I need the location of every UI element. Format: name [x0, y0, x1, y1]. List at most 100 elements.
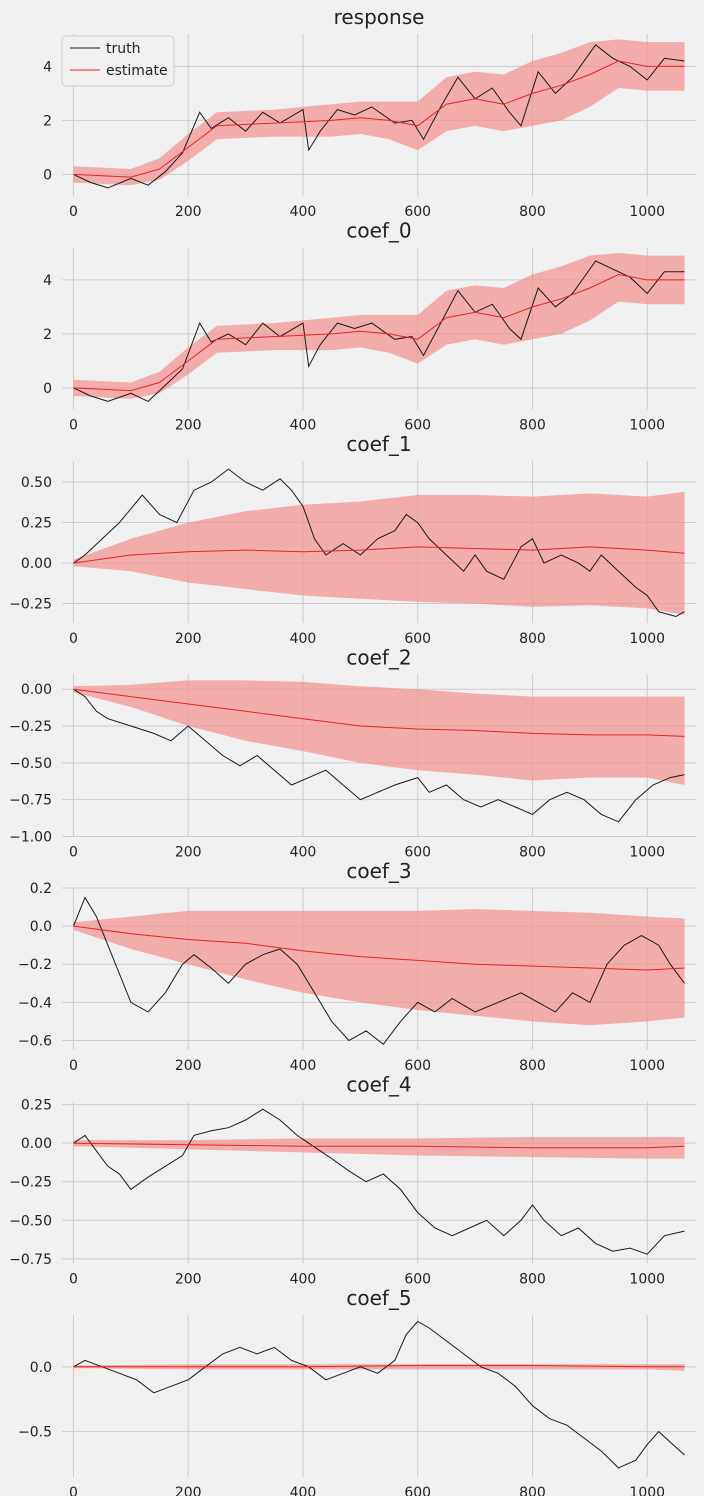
truth-line: [73, 1108, 685, 1255]
confidence-band: [73, 491, 685, 615]
x-tick-label: 200: [175, 1485, 202, 1496]
x-tick-label: 800: [519, 631, 546, 647]
x-tick-label: 800: [519, 845, 546, 861]
y-tick-label: −0.75: [9, 793, 52, 809]
x-tick-label: 0: [69, 204, 78, 220]
confidence-band: [73, 1364, 685, 1371]
y-tick-label: −0.75: [9, 1252, 52, 1268]
x-tick-label: 400: [290, 1272, 317, 1288]
x-tick-label: 200: [175, 418, 202, 434]
y-tick-label: −0.4: [18, 995, 52, 1011]
truth-line: [73, 896, 685, 1046]
y-tick-label: 4: [43, 273, 52, 289]
y-tick-label: 0.25: [21, 1098, 52, 1114]
panel-title: coef_3: [346, 859, 411, 883]
x-tick-label: 200: [175, 204, 202, 220]
panel-coef_3: coef_3 0 200 400 600 800 1000 −0.6 −0.4 −0.2 0.0 0.…: [18, 859, 696, 1074]
x-tick-label: 400: [290, 845, 317, 861]
x-tick-label: 1000: [629, 631, 665, 647]
confidence-band: [73, 252, 685, 399]
panel-title: coef_0: [346, 219, 411, 243]
x-tick-label: 200: [175, 1272, 202, 1288]
legend: truth estimate: [61, 35, 175, 87]
panel-title: coef_1: [346, 432, 411, 456]
x-tick-label: 800: [519, 204, 546, 220]
estimate-line: [73, 546, 685, 564]
legend-truth-label: truth: [106, 41, 140, 57]
y-tick-label: 0.00: [21, 556, 52, 572]
x-tick-label: 1000: [629, 1485, 665, 1496]
y-tick-label: 0: [43, 381, 52, 397]
x-tick-label: 600: [404, 1485, 431, 1496]
x-tick-label: 600: [404, 1058, 431, 1074]
panel-title: coef_5: [346, 1286, 411, 1310]
x-tick-label: 800: [519, 418, 546, 434]
x-tick-label: 800: [519, 1272, 546, 1288]
panel-coef_4: coef_4 0 200 400 600 800 1000 −0.75 −0.50 −0.25 0.…: [9, 1073, 696, 1288]
x-tick-label: 200: [175, 845, 202, 861]
panel-title: coef_4: [346, 1073, 411, 1097]
y-tick-label: 2: [43, 113, 52, 129]
x-tick-label: 1000: [629, 1058, 665, 1074]
estimate-line: [73, 925, 685, 971]
y-tick-label: −0.25: [9, 1175, 52, 1191]
estimate-line: [73, 273, 685, 392]
y-tick-label: 0.50: [21, 475, 52, 491]
y-tick-label: 0.00: [21, 682, 52, 698]
y-tick-label: −0.25: [9, 719, 52, 735]
truth-line: [73, 260, 685, 402]
y-tick-label: 0.0: [30, 919, 52, 935]
y-tick-label: −0.50: [9, 756, 52, 772]
x-tick-label: 800: [519, 1485, 546, 1496]
x-tick-label: 1000: [629, 204, 665, 220]
y-tick-label: −0.2: [18, 957, 52, 973]
estimate-line: [73, 688, 685, 737]
panel-coef_1: coef_1 0 200 400 600 800 1000 −0.25 0.00 0.25 0.50: [9, 432, 696, 647]
confidence-band: [73, 1137, 685, 1159]
confidence-band: [73, 909, 685, 1026]
panel-coef_5: coef_5 0 200 400 600 800 1000 −0.5 0.0: [18, 1286, 696, 1496]
y-tick-label: 0.2: [30, 881, 52, 897]
y-tick-label: 4: [43, 59, 52, 75]
panel-title: coef_2: [346, 646, 411, 670]
panel-coef_2: coef_2 0 200 400 600 800 1000 −1.00 −0.75 −0.50 −0…: [9, 646, 696, 861]
x-tick-label: 400: [290, 204, 317, 220]
y-tick-label: 0: [43, 167, 52, 183]
y-tick-label: −0.25: [9, 597, 52, 613]
x-tick-label: 0: [69, 631, 78, 647]
x-tick-label: 400: [290, 631, 317, 647]
truth-line: [73, 468, 685, 618]
panel-coef_0: coef_0 0 200 400 600 800 1000 0 2 4: [43, 219, 696, 434]
truth-line: [73, 44, 685, 189]
y-tick-label: 0.25: [21, 516, 52, 532]
panel-response: response 0 200 400 600 800 1000 0 2 4 truth estimat…: [43, 5, 696, 220]
x-tick-label: 1000: [629, 845, 665, 861]
panel-title: response: [334, 5, 425, 29]
x-tick-label: 600: [404, 845, 431, 861]
x-tick-label: 600: [404, 204, 431, 220]
x-tick-label: 200: [175, 1058, 202, 1074]
x-tick-label: 0: [69, 418, 78, 434]
x-tick-label: 400: [290, 1485, 317, 1496]
x-tick-label: 0: [69, 845, 78, 861]
x-tick-label: 0: [69, 1058, 78, 1074]
estimate-line: [73, 1365, 685, 1368]
y-tick-label: −0.50: [9, 1213, 52, 1229]
estimate-line: [73, 60, 685, 178]
y-tick-label: 2: [43, 327, 52, 343]
y-tick-label: 0.0: [30, 1360, 52, 1376]
x-tick-label: 1000: [629, 418, 665, 434]
x-tick-label: 200: [175, 631, 202, 647]
y-tick-label: −0.6: [18, 1033, 52, 1049]
estimate-line: [73, 1142, 685, 1149]
legend-estimate-label: estimate: [106, 63, 168, 79]
truth-line: [73, 1320, 685, 1469]
x-tick-label: 1000: [629, 1272, 665, 1288]
x-tick-label: 0: [69, 1485, 78, 1496]
x-tick-label: 600: [404, 418, 431, 434]
x-tick-label: 0: [69, 1272, 78, 1288]
confidence-band: [73, 680, 685, 785]
y-tick-label: −1.00: [9, 830, 52, 846]
truth-line: [73, 688, 685, 823]
